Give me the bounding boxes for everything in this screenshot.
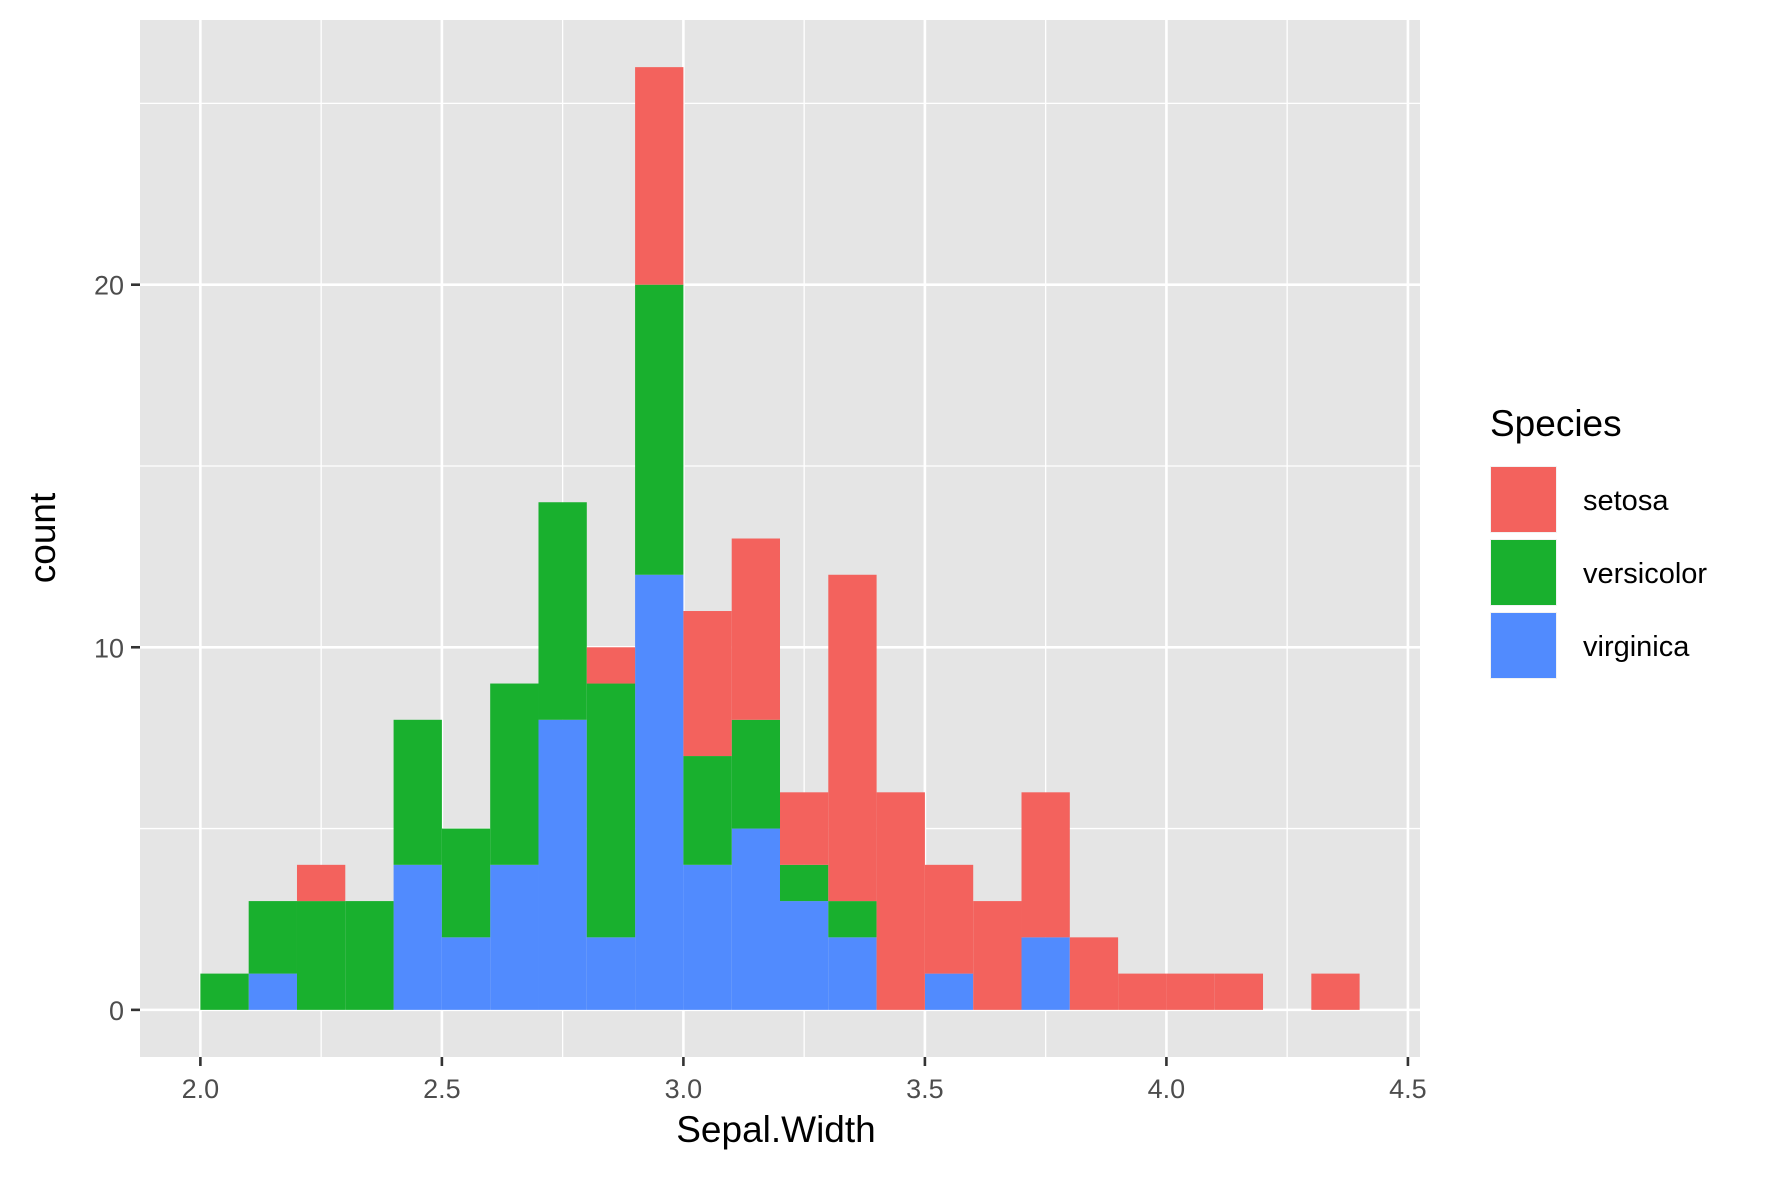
- bar-setosa: [1069, 937, 1119, 1010]
- bar-virginica: [731, 828, 780, 1010]
- bar-virginica: [635, 574, 684, 1010]
- histogram-bars: [200, 67, 1360, 1010]
- x-tick-label: 2.0: [182, 1074, 220, 1104]
- x-tick-label: 3.5: [906, 1074, 944, 1104]
- bar-versicolor: [635, 284, 684, 575]
- legend-swatch-versicolor: [1491, 540, 1556, 605]
- y-tick-label: 10: [94, 633, 124, 663]
- bar-setosa: [635, 67, 684, 285]
- legend-label-virginica: virginica: [1583, 631, 1690, 663]
- bar-versicolor: [731, 719, 780, 829]
- bar-versicolor: [683, 756, 732, 865]
- bar-virginica: [780, 901, 829, 1010]
- y-tick-label: 20: [94, 271, 124, 301]
- x-axis: 2.0 2.5 3.0 3.5 4.0 4.5: [182, 1057, 1427, 1104]
- legend: Species setosa versicolor virginica: [1490, 403, 1707, 679]
- bar-versicolor: [538, 502, 587, 720]
- legend-swatch-setosa: [1491, 467, 1556, 532]
- bar-versicolor: [248, 901, 297, 974]
- bar-virginica: [393, 864, 442, 1010]
- bar-versicolor: [200, 973, 249, 1010]
- legend-swatch-virginica: [1491, 613, 1556, 678]
- bar-setosa: [973, 901, 1022, 1010]
- bar-versicolor: [780, 864, 829, 902]
- bar-setosa: [731, 538, 780, 720]
- x-axis-title: Sepal.Width: [676, 1109, 876, 1150]
- legend-title: Species: [1490, 403, 1622, 444]
- x-tick-label: 3.0: [665, 1074, 703, 1104]
- bar-virginica: [924, 973, 974, 1010]
- bar-virginica: [490, 864, 539, 1010]
- bar-virginica: [683, 864, 732, 1010]
- x-tick-label: 4.5: [1389, 1074, 1427, 1104]
- y-tick-label: 0: [109, 996, 124, 1026]
- bar-versicolor: [586, 683, 636, 938]
- bar-versicolor: [345, 901, 394, 1010]
- bar-setosa: [924, 864, 974, 974]
- y-axis-title: count: [22, 492, 63, 583]
- bar-setosa: [780, 792, 829, 865]
- bar-versicolor: [296, 901, 346, 1010]
- y-axis: 0 10 20: [94, 271, 140, 1026]
- bar-setosa: [1214, 973, 1264, 1010]
- bar-virginica: [1021, 937, 1070, 1010]
- bar-virginica: [538, 719, 587, 1010]
- bar-versicolor: [393, 719, 442, 865]
- x-tick-label: 2.5: [423, 1074, 461, 1104]
- bar-setosa: [876, 792, 925, 1010]
- bar-setosa: [683, 611, 732, 757]
- bar-versicolor: [828, 901, 877, 938]
- bar-setosa: [828, 574, 877, 902]
- bar-versicolor: [490, 683, 539, 865]
- bar-virginica: [828, 937, 877, 1010]
- bar-setosa: [1311, 973, 1360, 1010]
- bar-setosa: [1166, 973, 1215, 1010]
- bar-setosa: [1021, 792, 1070, 938]
- bar-virginica: [441, 937, 491, 1010]
- bar-virginica: [586, 937, 636, 1010]
- bar-setosa: [296, 864, 346, 902]
- bar-setosa: [586, 647, 636, 684]
- bar-virginica: [248, 973, 297, 1010]
- legend-label-setosa: setosa: [1583, 485, 1669, 517]
- bar-setosa: [1118, 973, 1167, 1010]
- legend-label-versicolor: versicolor: [1583, 558, 1707, 590]
- x-tick-label: 4.0: [1148, 1074, 1186, 1104]
- bar-versicolor: [441, 828, 491, 938]
